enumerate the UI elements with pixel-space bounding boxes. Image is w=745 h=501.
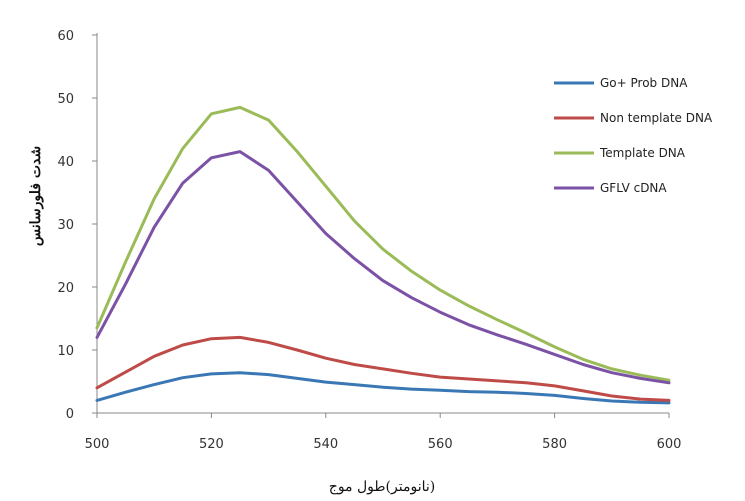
y-tick-label: 0 — [66, 407, 74, 422]
x-tick-label: 560 — [428, 437, 453, 452]
legend: Go+ Prob DNA Non template DNA Template DNA… — [554, 76, 713, 195]
y-axis-label: شدت فلورسانس — [28, 146, 44, 246]
legend-label-1: Go+ Prob DNA — [600, 76, 688, 90]
series-line-3 — [95, 105, 671, 382]
y-tick-label: 50 — [57, 92, 74, 107]
legend-label-3: Template DNA — [599, 146, 686, 160]
x-tick-label: 600 — [657, 437, 682, 452]
x-tick-label: 500 — [85, 437, 110, 452]
y-tick-label: 60 — [57, 29, 74, 44]
series-line-4 — [95, 150, 671, 385]
series-line-1 — [95, 371, 671, 405]
legend-label-4: GFLV cDNA — [600, 181, 667, 195]
x-tick-label: 540 — [313, 437, 338, 452]
x-axis-label: (نانومتر)طول موج — [329, 479, 435, 495]
x-tick-label: 520 — [199, 437, 224, 452]
axes — [96, 33, 669, 414]
x-tick-label: 580 — [542, 437, 567, 452]
y-axis-ticks: 0 10 20 30 40 50 60 — [57, 29, 97, 422]
y-tick-label: 30 — [57, 218, 74, 233]
series-lines — [95, 105, 671, 405]
x-axis-ticks: 500 520 540 560 580 600 — [85, 413, 682, 452]
y-tick-label: 40 — [57, 155, 74, 170]
legend-label-2: Non template DNA — [600, 111, 713, 125]
y-tick-label: 20 — [57, 281, 74, 296]
y-tick-label: 10 — [57, 344, 74, 359]
series-line-2 — [95, 335, 671, 402]
